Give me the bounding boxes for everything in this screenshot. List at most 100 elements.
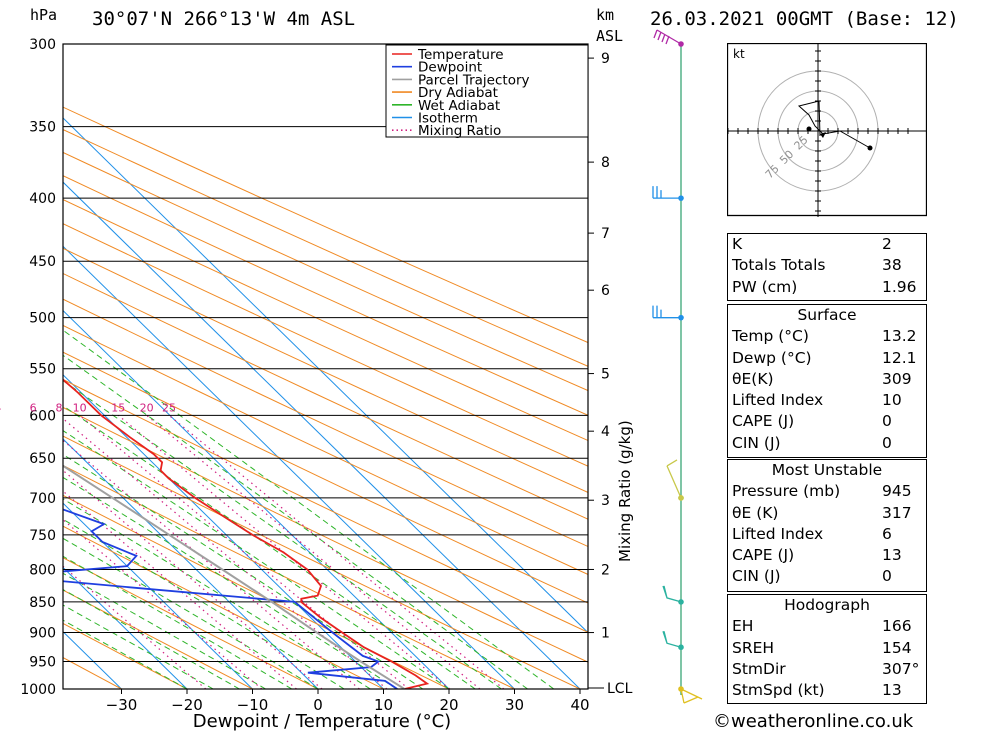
isotherm-line — [63, 566, 188, 689]
index-label: Totals Totals — [732, 256, 826, 275]
wind-barb-shape — [680, 688, 703, 704]
wind-barb-shape — [662, 631, 682, 648]
dry-adiabat-line — [63, 557, 319, 689]
wind-barb — [662, 585, 682, 603]
x-tick-label: 0 — [313, 696, 323, 714]
hodograph-stat-row: EH 166 — [728, 616, 926, 637]
surface-label: CAPE (J) — [732, 412, 795, 431]
wet-adiabat-line — [63, 555, 293, 689]
wind-barb-shape — [653, 29, 682, 45]
wind-barb — [652, 305, 681, 319]
most-unstable-value: 317 — [882, 503, 912, 522]
skewt-chart: 3003504004505005506006507007508008509009… — [0, 29, 703, 732]
dry-adiabat-line — [63, 106, 588, 344]
dewpoint-profile — [63, 481, 398, 689]
most-unstable-label: CIN (J) — [732, 567, 781, 586]
hodograph-stat-value: 307° — [882, 659, 920, 678]
wind-barb — [680, 688, 703, 704]
wet-adiabat-line — [63, 405, 476, 689]
surface-box: Surface Temp (°C) 13.2 Dewp (°C) 12.1 θE(K) 3… — [727, 304, 927, 458]
pressure-tick-label: 950 — [29, 655, 56, 671]
isotherm-line — [63, 309, 450, 689]
surface-row: θE(K) 309 — [728, 369, 926, 390]
pressure-tick-label: 850 — [29, 595, 56, 611]
mixing-ratio-label: 6 — [30, 401, 37, 414]
hodograph-stat-row: SREH 154 — [728, 638, 926, 659]
dry-adiabat-line — [63, 151, 588, 392]
hodograph-stat-label: EH — [732, 617, 754, 636]
surface-row: CAPE (J) 0 — [728, 411, 926, 432]
km-tick-label: 9 — [601, 51, 610, 67]
most-unstable-row: Lifted Index 6 — [728, 524, 926, 545]
km-tick-label: 6 — [601, 283, 610, 299]
most-unstable-title: Most Unstable — [771, 461, 883, 479]
x-tick-label: 30 — [505, 696, 524, 714]
wet-adiabat-line — [63, 476, 397, 689]
surface-label: Dewp (°C) — [732, 348, 812, 367]
legend-label: Mixing Ratio — [418, 123, 501, 139]
dry-adiabat-line — [63, 494, 450, 689]
hodograph-box: Hodograph EH 166 SREH 154 StmDir 307° StmSpd (… — [727, 594, 927, 704]
pressure-tick-label: 600 — [29, 408, 56, 424]
wind-barb-shape — [652, 186, 681, 199]
km-tick-label: 3 — [601, 493, 610, 509]
x-tick-label: −20 — [171, 696, 203, 714]
wind-barb — [666, 459, 682, 499]
dry-adiabat-line — [63, 351, 588, 604]
legend-label: Wet Adiabat — [418, 98, 500, 114]
index-row: PW (cm) 1.96 — [728, 277, 926, 298]
isotherm-line — [63, 438, 319, 689]
surface-label: Temp (°C) — [732, 327, 809, 346]
legend-label: Dry Adiabat — [418, 85, 498, 101]
mixing-ratio-label: 25 — [162, 401, 176, 414]
index-label: PW (cm) — [732, 277, 798, 296]
pressure-tick-label: 750 — [29, 528, 56, 544]
indices-box: K 2 Totals Totals 38 PW (cm) 1.96 — [727, 233, 927, 301]
hodograph-stat-label: SREH — [732, 638, 775, 657]
temperature-profile — [63, 378, 430, 689]
copyright[interactable]: ©weatheronline.co.uk — [713, 711, 914, 732]
dry-adiabat-line — [63, 223, 588, 467]
wind-barb — [662, 631, 682, 648]
most-unstable-row: Pressure (mb) 945 — [728, 481, 926, 502]
km-tick-label: 1 — [601, 626, 610, 642]
pressure-tick-label: 350 — [29, 120, 56, 136]
wind-barb — [653, 29, 682, 45]
wet-adiabat-line — [63, 588, 240, 689]
hodograph-point — [806, 126, 812, 132]
hodograph-unit: kt — [733, 47, 745, 61]
surface-label: CIN (J) — [732, 433, 781, 452]
location-title: 30°07'N 266°13'W 4m ASL — [92, 8, 356, 30]
mixing-ratio-label: 20 — [140, 401, 154, 414]
km-tick-label: 5 — [601, 367, 610, 383]
dry-adiabat-line — [63, 324, 588, 576]
km-tick-label: 8 — [601, 155, 610, 171]
dry-adiabat-line — [63, 198, 588, 442]
dry-adiabat-line — [63, 272, 588, 520]
legend-label: Temperature — [417, 47, 504, 63]
wind-barb — [652, 186, 681, 199]
most-unstable-value: 0 — [882, 567, 892, 586]
surface-row: CIN (J) 0 — [728, 433, 926, 454]
dry-adiabat-line — [63, 589, 253, 689]
pressure-tick-label: 650 — [29, 451, 56, 467]
x-tick-label: 20 — [439, 696, 458, 714]
hodograph-stat-label: StmSpd (kt) — [732, 681, 825, 700]
x-tick-label: 40 — [570, 696, 589, 714]
pressure-tick-label: 1000 — [20, 682, 56, 698]
lcl-label: LCL — [607, 681, 633, 697]
legend-label: Parcel Trajectory — [418, 72, 530, 88]
most-unstable-value: 945 — [882, 482, 912, 501]
most-unstable-row: CIN (J) 0 — [728, 566, 926, 587]
isotherm-line — [63, 245, 515, 689]
legend-label: Isotherm — [418, 111, 478, 127]
hodograph-stat-row: StmDir 307° — [728, 659, 926, 680]
isotherm-line — [63, 630, 122, 689]
surface-row: Temp (°C) 13.2 — [728, 326, 926, 347]
surface-row: Lifted Index 10 — [728, 390, 926, 411]
most-unstable-label: CAPE (J) — [732, 546, 795, 565]
wind-barb-shape — [662, 585, 682, 603]
surface-value: 0 — [882, 433, 892, 452]
